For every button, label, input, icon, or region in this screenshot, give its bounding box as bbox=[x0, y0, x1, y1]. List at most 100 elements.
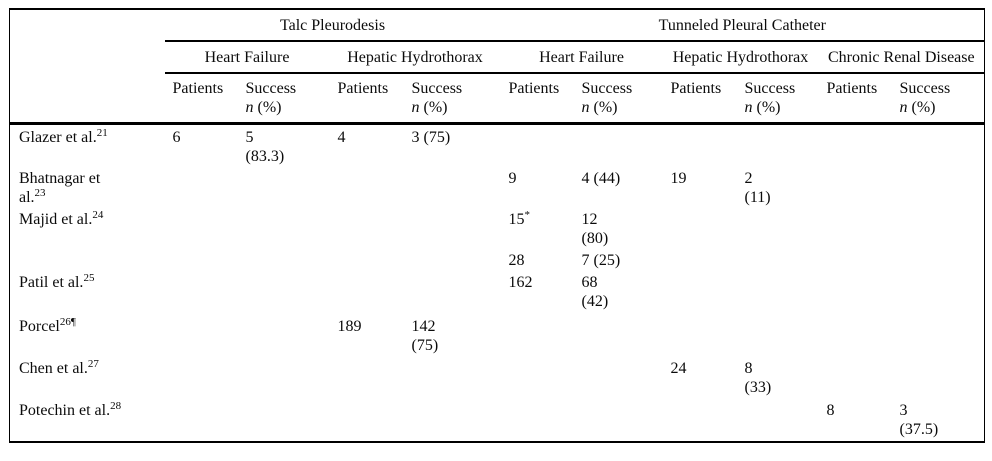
table-row-majid: Majid et al.24 15* 12 (80) bbox=[10, 207, 985, 248]
data-cell bbox=[238, 248, 330, 270]
data-cell: 5 (83.3) bbox=[245, 128, 285, 165]
data-cell: 6 bbox=[172, 128, 181, 146]
col-header-success: Success n (%) bbox=[403, 73, 501, 125]
study-comparison-table: Talc Pleurodesis Tunneled Pleural Cathet… bbox=[9, 8, 986, 443]
data-cell bbox=[663, 314, 737, 356]
success-sublabel: n (%) bbox=[744, 99, 781, 116]
data-cell bbox=[819, 123, 892, 166]
data-cell bbox=[663, 123, 737, 166]
data-cell bbox=[330, 207, 404, 248]
data-cell: 28 bbox=[508, 251, 525, 269]
data-cell: 24 bbox=[670, 359, 687, 377]
data-cell bbox=[892, 166, 985, 207]
data-cell bbox=[238, 207, 330, 248]
corner-cell bbox=[10, 9, 165, 41]
data-cell bbox=[404, 166, 501, 207]
data-cell bbox=[574, 398, 663, 442]
data-cell bbox=[404, 356, 501, 398]
success-label: Success bbox=[411, 80, 463, 97]
col-header-success: Success n (%) bbox=[891, 73, 985, 125]
data-cell bbox=[819, 248, 892, 270]
data-cell: 7 (25) bbox=[581, 251, 621, 269]
data-cell bbox=[404, 270, 501, 314]
data-cell bbox=[330, 248, 404, 270]
data-cell: 8 (33) bbox=[744, 359, 772, 396]
col-header-success: Success n (%) bbox=[237, 73, 330, 125]
data-cell bbox=[238, 166, 330, 207]
data-cell bbox=[737, 248, 819, 270]
data-cell: 142 (75) bbox=[411, 317, 439, 354]
data-cell bbox=[330, 166, 404, 207]
study-cell bbox=[10, 248, 165, 270]
data-cell bbox=[165, 398, 238, 442]
data-cell: 68 (42) bbox=[581, 273, 609, 310]
citation-ref: 23 bbox=[34, 186, 46, 199]
corner-cell bbox=[10, 41, 165, 73]
citation-ref: 27 bbox=[87, 357, 99, 370]
data-cell bbox=[892, 123, 985, 166]
data-cell bbox=[737, 314, 819, 356]
data-cell: 15* bbox=[508, 208, 531, 228]
success-sublabel: n (%) bbox=[245, 99, 282, 116]
subgroup-talc-heart-failure: Heart Failure bbox=[164, 41, 330, 74]
table-row-glazer: Glazer et al.21 6 5 (83.3) 4 3 (75) bbox=[10, 123, 985, 166]
data-cell bbox=[737, 270, 819, 314]
study-cell: Patil et al.25 bbox=[19, 271, 95, 291]
data-cell bbox=[819, 314, 892, 356]
study-cell: Bhatnagar et al.23 bbox=[19, 169, 101, 206]
data-cell bbox=[663, 270, 737, 314]
data-cell bbox=[330, 270, 404, 314]
subgroup-tpc-hepatic-hydrothorax: Hepatic Hydrothorax bbox=[662, 41, 819, 74]
citation-ref: 21 bbox=[96, 126, 108, 139]
subgroup-header-row: Heart Failure Hepatic Hydrothorax Heart … bbox=[10, 41, 985, 74]
data-cell bbox=[165, 314, 238, 356]
study-cell: Majid et al.24 bbox=[19, 208, 104, 228]
success-label: Success bbox=[899, 80, 951, 97]
data-cell bbox=[238, 398, 330, 442]
citation-ref: 26¶ bbox=[59, 315, 76, 328]
data-cell bbox=[663, 248, 737, 270]
study-cell: Chen et al.27 bbox=[19, 357, 99, 377]
data-cell bbox=[892, 314, 985, 356]
table-row-bhatnagar: Bhatnagar et al.23 9 4 (44) 19 2 (11) bbox=[10, 166, 985, 207]
data-cell bbox=[330, 398, 404, 442]
data-cell bbox=[165, 166, 238, 207]
study-cell: Glazer et al.21 bbox=[19, 126, 108, 146]
table-row-majid-cohort2: 28 7 (25) bbox=[10, 248, 985, 270]
citation-ref: 24 bbox=[92, 208, 104, 221]
data-cell bbox=[501, 398, 574, 442]
success-sublabel: n (%) bbox=[411, 99, 448, 116]
group-header-talc-pleurodesis: Talc Pleurodesis bbox=[164, 9, 501, 42]
data-cell bbox=[737, 123, 819, 166]
success-label: Success bbox=[581, 80, 633, 97]
data-cell bbox=[165, 248, 238, 270]
data-cell: 4 (44) bbox=[581, 169, 621, 187]
data-cell bbox=[574, 123, 663, 166]
data-cell bbox=[404, 207, 501, 248]
data-cell: 3 (37.5) bbox=[899, 401, 939, 438]
group-header-tunneled-pleural-catheter: Tunneled Pleural Catheter bbox=[500, 9, 985, 42]
subgroup-tpc-chronic-renal-disease: Chronic Renal Disease bbox=[818, 41, 985, 74]
col-header-success: Success n (%) bbox=[736, 73, 819, 125]
data-cell bbox=[663, 398, 737, 442]
data-cell bbox=[892, 270, 985, 314]
data-cell bbox=[165, 270, 238, 314]
data-cell bbox=[238, 314, 330, 356]
asterisk-ref: * bbox=[524, 208, 531, 221]
column-header-row: Patients Success n (%) Patients Success … bbox=[9, 73, 985, 125]
data-cell: 4 bbox=[337, 128, 346, 146]
data-cell bbox=[501, 356, 574, 398]
citation-ref: 28 bbox=[110, 399, 122, 412]
success-label: Success bbox=[245, 80, 297, 97]
col-header-patients: Patients bbox=[329, 73, 404, 125]
data-cell: 3 (75) bbox=[411, 128, 451, 146]
success-sublabel: n (%) bbox=[899, 99, 936, 116]
col-header-success: Success n (%) bbox=[573, 73, 663, 125]
data-cell bbox=[404, 398, 501, 442]
data-cell: 189 bbox=[337, 317, 362, 335]
data-cell: 8 bbox=[826, 401, 835, 419]
subgroup-tpc-heart-failure: Heart Failure bbox=[500, 41, 663, 74]
data-cell bbox=[737, 398, 819, 442]
data-cell bbox=[737, 207, 819, 248]
data-cell: 2 (11) bbox=[744, 169, 771, 206]
